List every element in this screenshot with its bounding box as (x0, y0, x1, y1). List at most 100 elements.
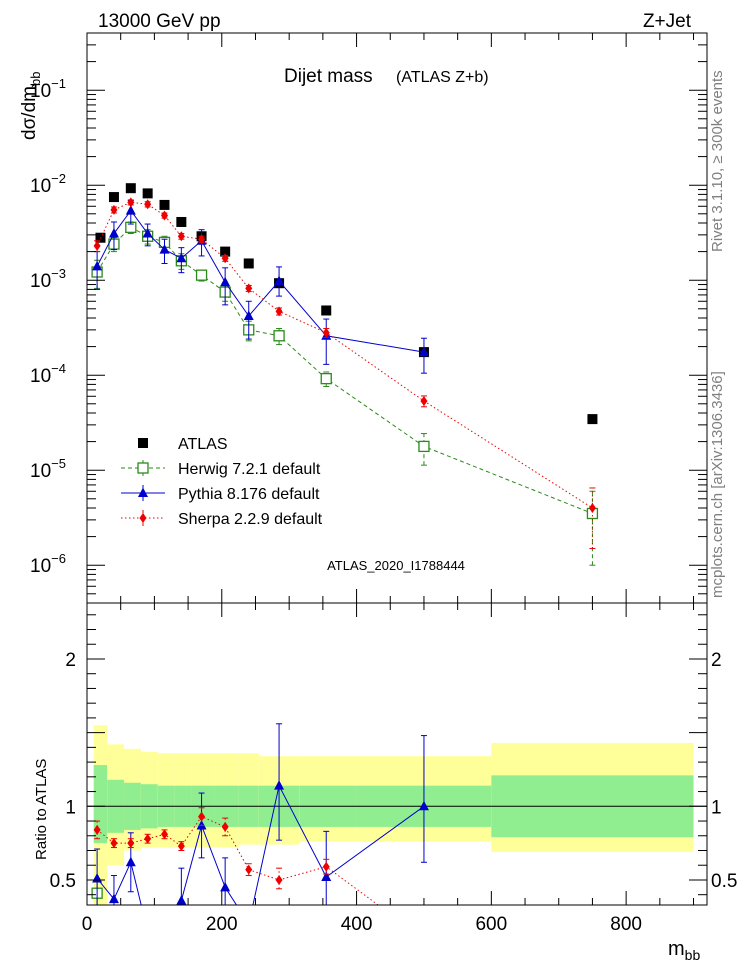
ratio-pythia-line (96, 784, 425, 905)
ratio-sherpa-point (275, 874, 283, 885)
ratio-y-tick-label-right: 1 (711, 797, 722, 818)
pythia-point (243, 310, 254, 320)
pythia-point (108, 228, 119, 238)
ratio-sherpa-line (96, 815, 379, 905)
sherpa-point (198, 234, 206, 245)
herwig-point (320, 372, 332, 385)
x-tick-label: 200 (206, 914, 238, 935)
ratio-sherpa-series (93, 807, 427, 944)
ratio-sherpa-point (110, 838, 118, 849)
pythia-point (92, 260, 103, 271)
legend-marker-atlas (138, 438, 148, 448)
ratio-pythia-point (418, 800, 429, 811)
header-left: 13000 GeV pp (98, 11, 221, 32)
y-axis-label: dσ/dmbb (19, 72, 43, 140)
herwig-point (418, 440, 430, 453)
x-tick-label: 400 (341, 914, 373, 935)
ratio-sherpa-point (93, 824, 101, 835)
sherpa-point (110, 204, 118, 215)
ratio-pythia-point (176, 895, 187, 905)
legend-label-sherpa: Sherpa 2.2.9 default (178, 511, 323, 528)
pythia-point (159, 244, 170, 254)
herwig-series (91, 221, 599, 566)
legend-marker-sherpa (139, 513, 147, 523)
sherpa-series (93, 197, 596, 549)
ratio-pythia-point (125, 856, 136, 867)
legend-item-herwig: Herwig 7.2.1 default (121, 460, 321, 478)
legend-label-herwig: Herwig 7.2.1 default (178, 461, 321, 478)
ratio-pythia-point (274, 780, 285, 790)
ratio-y-tick-label-left: 0.5 (50, 871, 76, 892)
y-tick-label: 10−3 (30, 266, 66, 292)
sherpa-point (221, 253, 229, 264)
ratio-y-tick-label-right: 2 (711, 650, 722, 671)
sherpa-point (588, 503, 596, 513)
x-axis-label: mbb (668, 938, 700, 963)
ratio-sherpa-point (221, 821, 229, 832)
ratio-sherpa-point (161, 829, 168, 840)
pythia-point (274, 275, 285, 286)
x-tick-label: 600 (475, 914, 507, 935)
atlas-point (587, 414, 598, 425)
atlas-point (220, 246, 231, 257)
ratio-pythia-point (108, 893, 119, 904)
herwig-line (96, 226, 593, 514)
y-tick-label: 10−2 (30, 171, 66, 197)
ratio-sherpa-point (177, 841, 185, 852)
pythia-point (418, 346, 429, 357)
ratio-pythia-point (321, 871, 332, 882)
legend-label-atlas: ATLAS (178, 436, 228, 453)
ratio-y-tick-label-left: 1 (65, 797, 76, 818)
atlas-point (125, 183, 136, 194)
chart-title: Dijet mass (284, 66, 373, 87)
ratio-pythia-point (143, 926, 153, 936)
pythia-point (125, 205, 136, 215)
atlas-point (321, 305, 332, 316)
herwig-point (273, 330, 285, 342)
sherpa-point (161, 210, 168, 221)
legend-item-pythia: Pythia 8.176 default (121, 485, 320, 503)
atlas-point (159, 199, 170, 210)
chart-subtitle: (ATLAS Z+b) (396, 69, 489, 86)
ratio-y-tick-label-right: 0.5 (711, 871, 737, 892)
pythia-point (176, 252, 187, 263)
ratio-y-axis-label: Ratio to ATLAS (33, 759, 50, 860)
legend-marker-herwig (137, 462, 149, 474)
ratio-pythia-point (220, 881, 231, 892)
ratio-frame (86, 602, 708, 906)
sherpa-point (420, 396, 428, 407)
header-right: Z+Jet (643, 11, 692, 32)
pythia-point (220, 276, 231, 287)
legend-item-sherpa: Sherpa 2.2.9 default (121, 510, 323, 528)
atlas-series (95, 183, 598, 425)
analysis-watermark: ATLAS_2020_I1788444 (327, 558, 465, 573)
ratio-sherpa-point (245, 864, 253, 875)
legend-label-pythia: Pythia 8.176 default (178, 486, 320, 503)
sherpa-point (275, 306, 283, 317)
pythia-point (142, 228, 153, 238)
uncertainty-bands (93, 725, 694, 905)
herwig-point (195, 269, 208, 281)
ratio-sherpa-point (127, 838, 135, 849)
ratio-sherpa-point (420, 934, 427, 944)
x-tick-label: 800 (610, 914, 642, 935)
legend-marker-pythia (138, 487, 148, 497)
inner-band-bin (93, 765, 108, 844)
sherpa-point (144, 199, 152, 210)
y-tick-label: 10−5 (30, 456, 66, 482)
atlas-point (243, 258, 254, 269)
sherpa-line (96, 201, 593, 509)
y-tick-label: 10−1 (30, 76, 66, 102)
x-tick-label: 0 (82, 914, 93, 935)
rivet-version-label: Rivet 3.1.10, ≥ 300k events (709, 70, 726, 252)
sherpa-point (127, 197, 135, 208)
sherpa-point (322, 327, 330, 338)
sherpa-point (245, 283, 253, 294)
y-tick-label: 10−4 (30, 361, 66, 387)
atlas-point (176, 216, 187, 227)
ratio-pythia-point (160, 941, 170, 951)
atlas-point (108, 192, 119, 203)
main-panel: 10−6 10−5 10−4 10−3 10−2 10−1 ATLAS Herwig 7.2.… (30, 32, 708, 604)
pythia-series (92, 200, 429, 374)
